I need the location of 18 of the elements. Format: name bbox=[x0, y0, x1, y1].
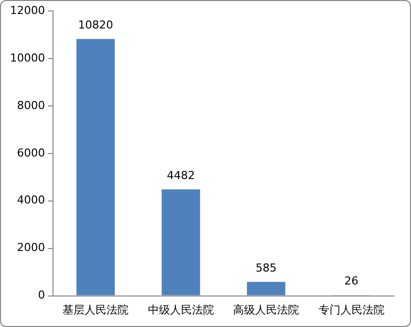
x-tick-label: 基层人民法院 bbox=[62, 303, 129, 316]
x-tick-label: 中级人民法院 bbox=[148, 303, 214, 316]
y-tick-label: 8000 bbox=[16, 98, 45, 112]
bar bbox=[162, 189, 200, 296]
y-tick-label: 4000 bbox=[16, 194, 45, 207]
y-tick-label: 2000 bbox=[16, 241, 45, 254]
data-label: 585 bbox=[256, 261, 277, 274]
y-tick-label: 10000 bbox=[10, 51, 45, 64]
bar bbox=[76, 39, 115, 296]
y-tick-label: 6000 bbox=[16, 146, 45, 160]
data-label: 10820 bbox=[78, 18, 114, 32]
y-tick-label: 0 bbox=[38, 288, 45, 302]
data-label: 4482 bbox=[166, 168, 195, 182]
x-tick-label: 高级人民法院 bbox=[233, 303, 300, 316]
x-tick-label: 专门人民法院 bbox=[318, 303, 384, 316]
y-tick-label: 12000 bbox=[10, 4, 45, 17]
bar bbox=[246, 282, 286, 296]
data-label: 26 bbox=[344, 274, 358, 288]
